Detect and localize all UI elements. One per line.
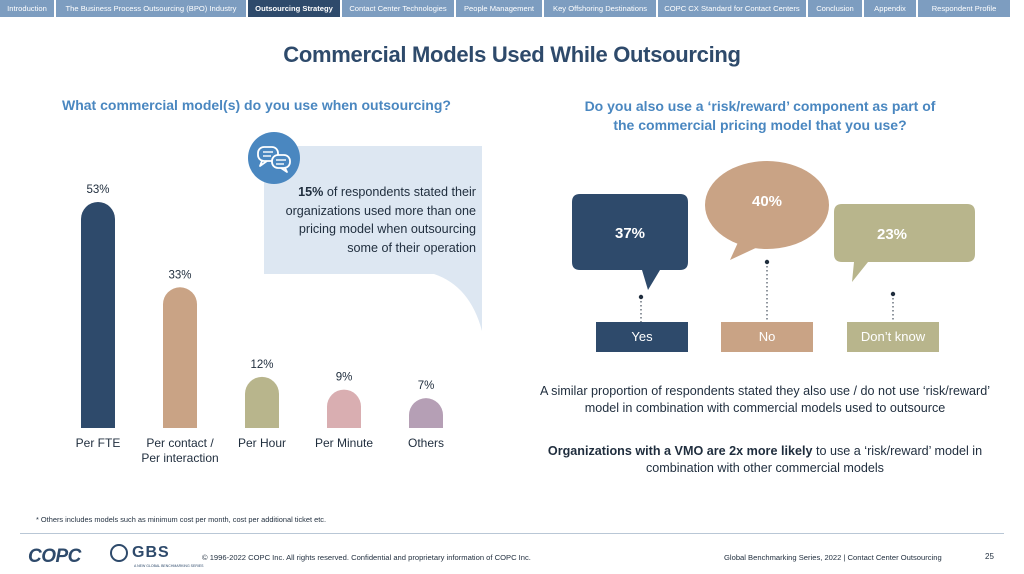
nav-tab-key-offshoring-destinations[interactable]: Key Offshoring Destinations xyxy=(544,0,656,17)
callout-highlight: 15% xyxy=(298,185,324,199)
answer-dont-know: Don’t know xyxy=(847,322,939,352)
left-section-heading: What commercial model(s) do you use when… xyxy=(62,97,451,113)
callout-body: of respondents stated their organization… xyxy=(285,185,476,255)
dont-know-value: 23% xyxy=(876,226,908,243)
page-number: 25 xyxy=(985,552,994,561)
series-label: Global Benchmarking Series, 2022 | Conta… xyxy=(724,553,942,562)
footer: COPC GBS A NEW GLOBAL BENCHMARKING SERIE… xyxy=(0,540,1024,574)
vmo-note-bold: Organizations with a VMO are 2x more lik… xyxy=(547,444,813,458)
yes-value: 37% xyxy=(614,225,646,242)
page-title: Commercial Models Used While Outsourcing xyxy=(283,42,741,67)
nav-tab-the-business-process-outsourcing-bpo-industry[interactable]: The Business Process Outsourcing (BPO) I… xyxy=(56,0,246,17)
nav-tab-appendix[interactable]: Appendix xyxy=(864,0,916,17)
multi-model-callout: 15% of respondents stated their organiza… xyxy=(264,146,482,331)
nav-tab-outsourcing-strategy[interactable]: Outsourcing Strategy xyxy=(248,0,340,17)
callout-shape xyxy=(264,146,482,331)
copc-logo: COPC xyxy=(28,546,81,567)
nav-tab-contact-center-technologies[interactable]: Contact Center Technologies xyxy=(342,0,454,17)
gbs-logo-text: GBS xyxy=(132,544,170,561)
gbs-logo-subtext: A NEW GLOBAL BENCHMARKING SERIES xyxy=(134,564,204,568)
vmo-note: Organizations with a VMO are 2x more lik… xyxy=(536,443,994,477)
nav-tab-respondent-profile[interactable]: Respondent Profile xyxy=(918,0,1010,17)
no-value: 40% xyxy=(751,193,783,210)
right-heading-line-1: Do you also use a ‘risk/reward’ componen… xyxy=(584,98,936,114)
callout-text: 15% of respondents stated their organiza… xyxy=(278,183,476,257)
nav-tab-conclusion[interactable]: Conclusion xyxy=(808,0,862,17)
answer-no: No xyxy=(721,322,813,352)
vmo-note-rest: to use a ‘risk/reward’ model in combinat… xyxy=(646,444,983,475)
copyright: © 1996-2022 COPC Inc. All rights reserve… xyxy=(202,553,531,562)
footer-divider xyxy=(20,533,1004,534)
right-section-heading: Do you also use a ‘risk/reward’ componen… xyxy=(540,97,980,135)
answer-yes: Yes xyxy=(596,322,688,352)
chat-bubbles-icon xyxy=(248,132,300,184)
dont-know-speech-bubble xyxy=(834,204,975,282)
top-navigation: Introduction The Business Process Outsour… xyxy=(0,0,1024,17)
globe-icon xyxy=(110,544,128,562)
footnote: * Others includes models such as minimum… xyxy=(36,515,327,524)
nav-tab-people-management[interactable]: People Management xyxy=(456,0,542,17)
risk-reward-note: A similar proportion of respondents stat… xyxy=(539,384,991,415)
no-speech-bubble xyxy=(705,161,829,249)
nav-tab-introduction[interactable]: Introduction xyxy=(0,0,54,17)
nav-tab-copc-cx-standard-for-contact-centers[interactable]: COPC CX Standard for Contact Centers xyxy=(658,0,806,17)
yes-speech-bubble xyxy=(572,194,688,290)
gbs-logo: GBS A NEW GLOBAL BENCHMARKING SERIES xyxy=(110,544,204,568)
right-heading-line-2: the commercial pricing model that you us… xyxy=(613,117,907,133)
